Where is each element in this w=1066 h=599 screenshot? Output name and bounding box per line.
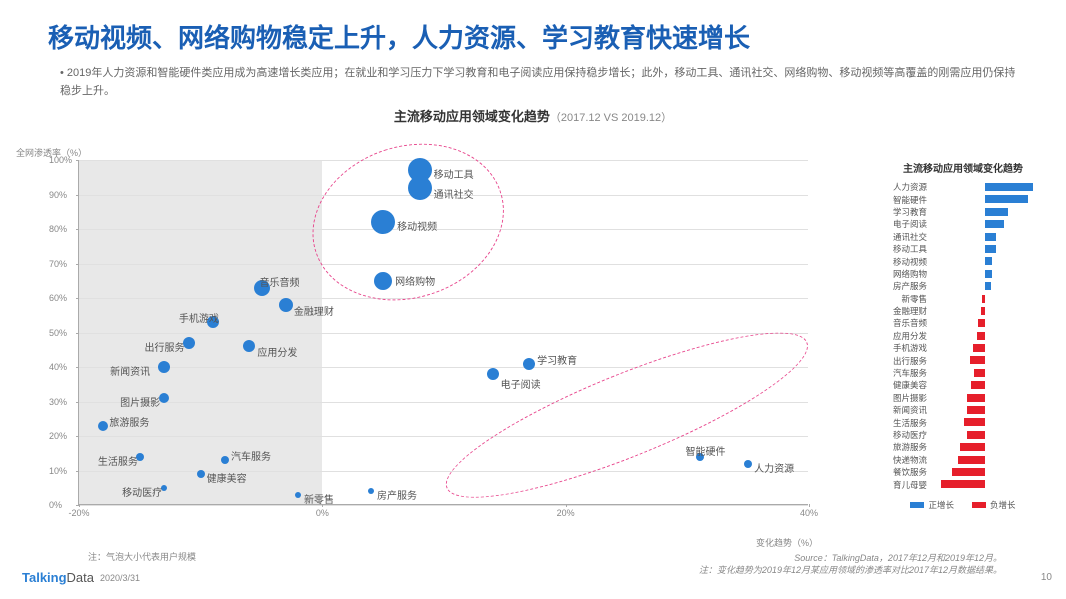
bubble-label: 金融理财 — [294, 303, 334, 318]
bubble-label: 健康美容 — [207, 470, 247, 485]
mini-title: 主流移动应用领域变化趋势 — [878, 160, 1048, 175]
bubble — [98, 421, 108, 431]
mini-row: 育儿母婴 — [878, 478, 1048, 490]
mini-row: 餐饮服务 — [878, 466, 1048, 478]
mini-bar-chart: 主流移动应用领域变化趋势 人力资源智能硬件学习教育电子阅读通讯社交移动工具移动视… — [878, 160, 1048, 490]
page-number: 10 — [1041, 572, 1052, 583]
bubble — [371, 210, 395, 234]
chart-title-main: 主流移动应用领域变化趋势 — [394, 109, 550, 124]
mini-row: 手机游戏 — [878, 342, 1048, 354]
bubble — [158, 361, 170, 373]
bubble-label: 房产服务 — [377, 487, 417, 502]
bubble — [279, 298, 293, 312]
scatter-chart: 全网渗透率（%） 0%10%20%30%40%50%60%70%80%90%10… — [48, 160, 808, 535]
page-desc: 2019年人力资源和智能硬件类应用成为高速增长类应用；在就业和学习压力下学习教育… — [0, 55, 1066, 100]
mini-row: 人力资源 — [878, 181, 1048, 193]
mini-row: 房产服务 — [878, 280, 1048, 292]
chart-note: 注：气泡大小代表用户规模 — [88, 550, 196, 563]
bubble-label: 智能硬件 — [686, 443, 726, 458]
bubble — [243, 340, 255, 352]
bubble — [221, 456, 229, 464]
bubble-label: 汽车服务 — [231, 448, 271, 463]
chart-title: 主流移动应用领域变化趋势（2017.12 VS 2019.12） — [0, 106, 1066, 125]
plot-area: 0%10%20%30%40%50%60%70%80%90%100%-20%0%2… — [78, 160, 808, 505]
bubble-label: 旅游服务 — [109, 414, 149, 429]
bubble-label: 人力资源 — [754, 460, 794, 475]
legend-pos: 正增长 — [910, 499, 954, 511]
bubble — [159, 393, 169, 403]
bubble-label: 移动工具 — [434, 166, 474, 181]
chart-title-sub: （2017.12 VS 2019.12） — [550, 112, 672, 124]
bubble-label: 手机游戏 — [179, 310, 219, 325]
mini-row: 学习教育 — [878, 206, 1048, 218]
mini-row: 新零售 — [878, 293, 1048, 305]
mini-row: 出行服务 — [878, 354, 1048, 366]
bubble-label: 图片摄影 — [120, 394, 160, 409]
bubble-label: 音乐音频 — [260, 274, 300, 289]
bubble — [197, 470, 205, 478]
bubble-label: 移动医疗 — [122, 484, 162, 499]
bubble — [523, 358, 535, 370]
bubble — [408, 176, 432, 200]
mini-row: 旅游服务 — [878, 441, 1048, 453]
footer-date: 2020/3/31 — [100, 573, 140, 583]
bubble-label: 网络购物 — [395, 273, 435, 288]
page-title: 移动视频、网络购物稳定上升，人力资源、学习教育快速增长 — [0, 0, 1066, 55]
bubble-label: 电子阅读 — [501, 376, 541, 391]
footer: TalkingData 2020/3/31 Source：TalkingData… — [0, 565, 1066, 593]
mini-row: 生活服务 — [878, 416, 1048, 428]
bubble — [374, 272, 392, 290]
bubble — [368, 488, 374, 494]
mini-row: 图片摄影 — [878, 392, 1048, 404]
mini-row: 通讯社交 — [878, 231, 1048, 243]
bubble — [744, 460, 752, 468]
mini-legend: 正增长 负增长 — [878, 499, 1048, 511]
mini-row: 音乐音频 — [878, 317, 1048, 329]
mini-rows: 人力资源智能硬件学习教育电子阅读通讯社交移动工具移动视频网络购物房产服务新零售金… — [878, 181, 1048, 491]
bubble-label: 生活服务 — [98, 453, 138, 468]
bubble — [295, 492, 301, 498]
bubble-label: 新零售 — [304, 491, 334, 506]
bubble-label: 应用分发 — [257, 344, 297, 359]
mini-row: 移动医疗 — [878, 429, 1048, 441]
bubble-label: 移动视频 — [397, 218, 437, 233]
logo: TalkingData — [22, 570, 94, 585]
mini-row: 健康美容 — [878, 379, 1048, 391]
mini-row: 移动视频 — [878, 255, 1048, 267]
bubble-label: 通讯社交 — [434, 186, 474, 201]
mini-row: 新闻资讯 — [878, 404, 1048, 416]
bubble-label: 学习教育 — [537, 352, 577, 367]
mini-row: 应用分发 — [878, 330, 1048, 342]
mini-row: 汽车服务 — [878, 367, 1048, 379]
legend-neg: 负增长 — [972, 499, 1016, 511]
mini-row: 网络购物 — [878, 268, 1048, 280]
bubble — [487, 368, 499, 380]
x-axis-label: 变化趋势（%） — [756, 536, 818, 549]
mini-row: 快递物流 — [878, 454, 1048, 466]
mini-row: 电子阅读 — [878, 218, 1048, 230]
bubble-label: 出行服务 — [145, 339, 185, 354]
bubble-label: 新闻资讯 — [110, 363, 150, 378]
mini-row: 智能硬件 — [878, 193, 1048, 205]
mini-row: 金融理财 — [878, 305, 1048, 317]
mini-row: 移动工具 — [878, 243, 1048, 255]
footer-source: Source：TalkingData，2017年12月和2019年12月。注：变… — [699, 552, 1002, 577]
